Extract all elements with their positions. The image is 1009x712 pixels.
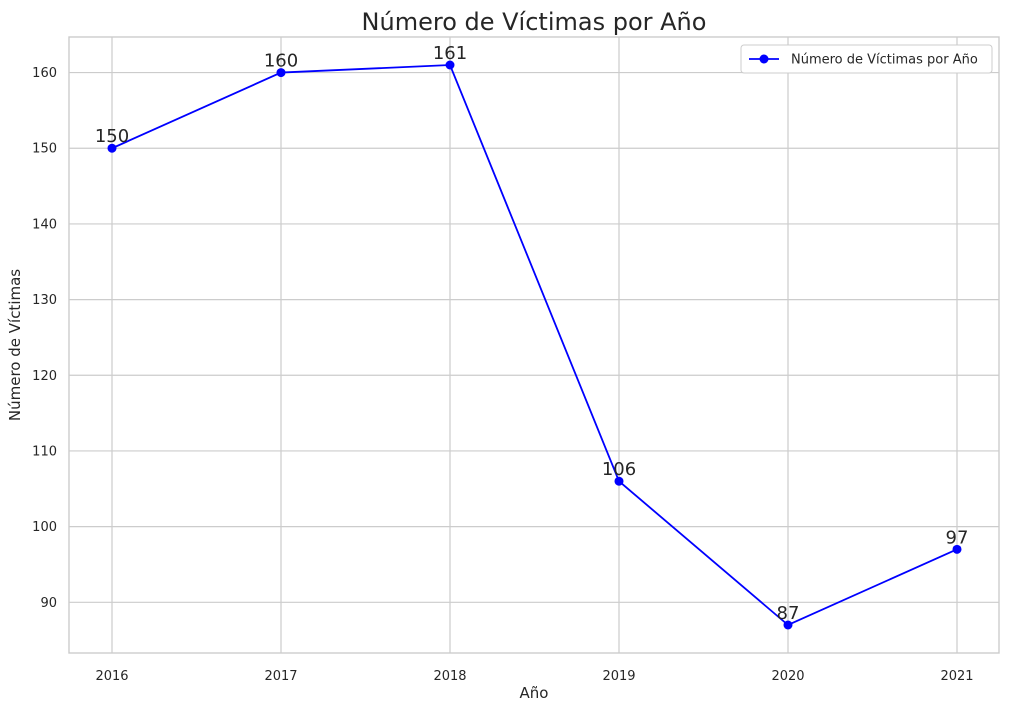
- legend-entry-label: Número de Víctimas por Año: [791, 53, 978, 68]
- x-tick-label: 2021: [940, 669, 973, 684]
- legend-marker: [759, 54, 769, 64]
- data-point: [783, 620, 793, 630]
- x-tick-label: 2019: [602, 669, 635, 684]
- data-point: [107, 143, 117, 153]
- data-label-layer: 150 160 161 106 87 97: [95, 43, 969, 624]
- y-tick-label: 150: [32, 142, 57, 157]
- data-label: 97: [946, 527, 969, 548]
- chart-title: Número de Víctimas por Año: [362, 8, 707, 36]
- x-tick-label: 2018: [433, 669, 466, 684]
- y-tick-label: 120: [32, 369, 57, 384]
- y-tick-label: 160: [32, 66, 57, 81]
- y-tick-label: 130: [32, 293, 57, 308]
- plot-frame: [68, 36, 1000, 654]
- y-tick-label: 110: [32, 444, 57, 459]
- legend-box: [740, 44, 993, 74]
- data-label: 161: [433, 43, 467, 64]
- tick-layer: 2016 2017 2018 2019 2020 2021 90 100 110 120 130 14…: [32, 66, 973, 684]
- data-label: 106: [602, 459, 636, 480]
- data-point: [445, 60, 455, 70]
- data-point: [276, 68, 286, 78]
- y-tick-label: 90: [40, 596, 57, 611]
- x-axis-label: Año: [520, 684, 549, 702]
- legend: Número de Víctimas por Año: [740, 44, 993, 74]
- series-line: [111, 64, 958, 627]
- x-tick-label: 2020: [771, 669, 804, 684]
- data-label: 150: [95, 126, 129, 147]
- y-tick-label: 100: [32, 520, 57, 535]
- x-tick-label: 2016: [95, 669, 128, 684]
- data-point: [952, 544, 962, 554]
- x-tick-label: 2017: [264, 669, 297, 684]
- series-layer: [107, 60, 962, 630]
- y-axis-label: Número de Víctimas: [6, 269, 24, 421]
- y-tick-label: 140: [32, 217, 57, 232]
- data-point: [614, 476, 624, 486]
- data-label: 160: [264, 51, 298, 72]
- data-label: 87: [777, 603, 800, 624]
